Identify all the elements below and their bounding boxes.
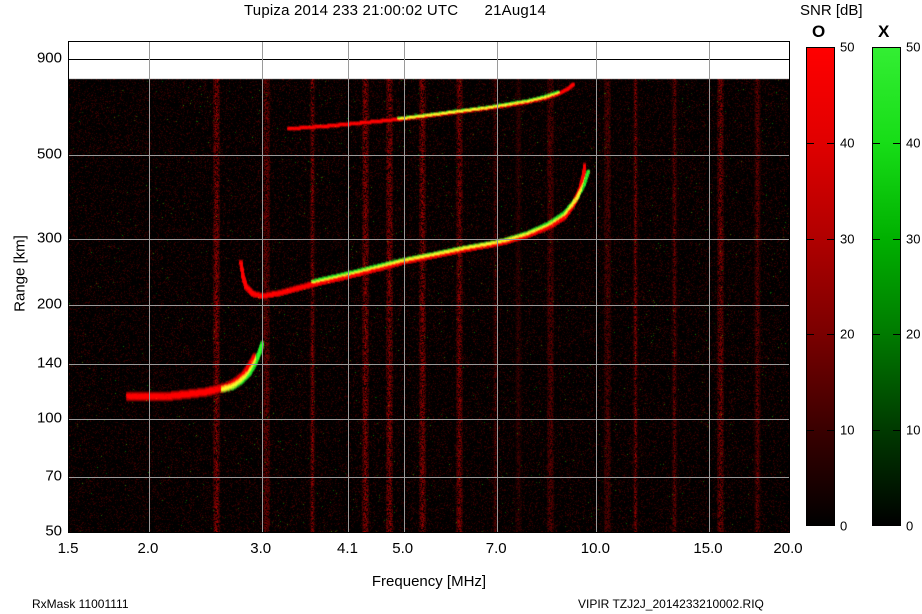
y-axis-tick: 70: [45, 467, 62, 485]
colorbar-tick-mark: [873, 334, 880, 335]
rxmask-footer: RxMask 11001111: [32, 597, 129, 611]
colorbar-o-mode-label: O: [812, 22, 826, 41]
colorbar-title: SNR [dB]: [800, 2, 863, 19]
ionogram-plot[interactable]: [68, 41, 790, 533]
colorbar-tick-mark: [827, 334, 834, 335]
colorbar-tick-label: 0: [906, 518, 914, 534]
colorbar-tick-mark: [807, 430, 814, 431]
y-axis-tick: 100: [36, 409, 62, 427]
colorbar-tick-mark: [893, 143, 900, 144]
colorbar-o-mode: [806, 47, 835, 526]
x-axis-tick: 7.0: [485, 540, 507, 557]
y-axis-tick: 300: [36, 229, 62, 247]
colorbar-tick-mark: [807, 334, 814, 335]
colorbar-tick-mark: [807, 143, 814, 144]
x-axis-tick: 5.0: [392, 540, 414, 557]
colorbar-tick-mark: [827, 143, 834, 144]
y-axis-tick: 140: [36, 354, 62, 372]
colorbar-tick-mark: [827, 239, 834, 240]
colorbar-tick-label: 30: [906, 231, 921, 247]
y-axis-tick: 50: [45, 522, 62, 540]
colorbar-tick-mark: [807, 239, 814, 240]
colorbar-tick-label: 20: [906, 326, 921, 342]
x-axis-label: Frequency [MHz]: [371, 573, 487, 590]
colorbar-tick-label: 40: [840, 135, 855, 151]
x-axis-tick: 4.1: [337, 540, 358, 557]
colorbar-tick-label: 20: [840, 326, 855, 342]
colorbar-tick-label: 10: [840, 422, 855, 438]
colorbar-tick-label: 10: [906, 422, 921, 438]
colorbar-tick-label: 50: [906, 39, 921, 55]
colorbar-tick-mark: [893, 239, 900, 240]
colorbar-tick-mark: [893, 430, 900, 431]
colorbar-tick-label: 50: [840, 39, 855, 55]
colorbar-tick-label: 0: [840, 518, 848, 534]
x-axis-tick: 2.0: [137, 540, 159, 557]
colorbar-tick-mark: [873, 239, 880, 240]
y-axis-tick: 900: [36, 49, 62, 67]
colorbar-tick-mark: [827, 430, 834, 431]
x-axis-tick: 10.0: [580, 540, 610, 557]
colorbar-x-mode-label: X: [878, 22, 890, 41]
x-axis-tick: 20.0: [773, 540, 803, 557]
colorbar-tick-mark: [893, 334, 900, 335]
y-axis-ticks: 900 500 300 200 140 100 70 50: [0, 0, 62, 614]
colorbar-x-mode: [872, 47, 901, 526]
x-axis-tick: 1.5: [57, 540, 79, 557]
y-axis-tick: 200: [36, 295, 62, 313]
colorbar-tick-mark: [873, 430, 880, 431]
ionogram-canvas[interactable]: [69, 42, 789, 532]
colorbar-tick-label: 30: [840, 231, 855, 247]
x-axis-tick: 15.0: [693, 540, 723, 557]
y-axis-label: Range [km]: [11, 235, 29, 312]
source-file-footer: VIPIR TZJ2J_2014233210002.RIQ: [578, 597, 764, 611]
colorbar-tick-mark: [873, 143, 880, 144]
page-title: Tupiza 2014 233 21:00:02 UTC 21Aug14: [243, 2, 546, 19]
x-axis-tick: 3.0: [250, 540, 272, 557]
y-axis-tick: 500: [36, 145, 62, 163]
colorbar-tick-label: 40: [906, 135, 921, 151]
